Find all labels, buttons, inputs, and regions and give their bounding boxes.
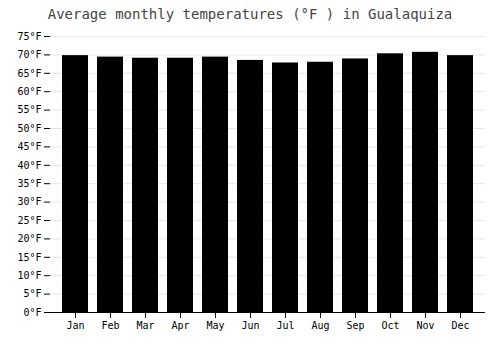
svg-text:Sep: Sep — [346, 320, 364, 331]
svg-text:Oct: Oct — [381, 320, 399, 331]
svg-text:Dec: Dec — [451, 320, 469, 331]
svg-text:Aug: Aug — [311, 320, 329, 331]
svg-text:Apr: Apr — [171, 320, 189, 331]
svg-text:30°F: 30°F — [17, 196, 41, 207]
svg-text:Mar: Mar — [136, 320, 154, 331]
svg-text:40°F: 40°F — [17, 160, 41, 171]
svg-text:70°F: 70°F — [17, 49, 41, 60]
svg-text:May: May — [206, 320, 224, 331]
svg-text:Jul: Jul — [276, 320, 294, 331]
svg-text:15°F: 15°F — [17, 252, 41, 263]
svg-text:65°F: 65°F — [17, 68, 41, 79]
svg-text:Feb: Feb — [101, 320, 119, 331]
svg-text:50°F: 50°F — [17, 123, 41, 134]
svg-text:Nov: Nov — [416, 320, 434, 331]
svg-text:45°F: 45°F — [17, 141, 41, 152]
svg-text:55°F: 55°F — [17, 104, 41, 115]
svg-text:5°F: 5°F — [23, 288, 41, 299]
svg-text:60°F: 60°F — [17, 86, 41, 97]
svg-text:20°F: 20°F — [17, 233, 41, 244]
svg-text:35°F: 35°F — [17, 178, 41, 189]
svg-text:25°F: 25°F — [17, 215, 41, 226]
svg-text:Jan: Jan — [66, 320, 84, 331]
svg-text:0°F: 0°F — [23, 307, 41, 318]
html-text:Average monthly temperatures (: Average monthly temperatures (°F ) in Gu… — [47, 6, 453, 22]
svg-text:75°F: 75°F — [17, 31, 41, 42]
svg-text:10°F: 10°F — [17, 270, 41, 281]
svg-text:Jun: Jun — [241, 320, 259, 331]
